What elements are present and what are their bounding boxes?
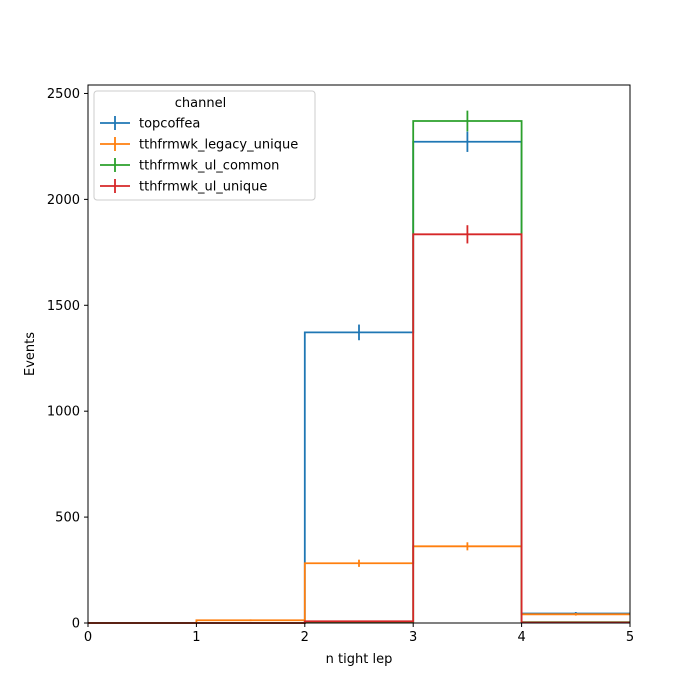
y-tick-label: 2500	[47, 87, 80, 102]
x-tick-label: 3	[409, 630, 417, 645]
y-axis-label: Events	[23, 332, 38, 376]
legend-handle-tthfrmwk_ul_common	[100, 158, 130, 172]
legend-entry-label: tthfrmwk_legacy_unique	[139, 138, 298, 153]
x-tick-label: 5	[626, 630, 634, 645]
legend-handle-tthfrmwk_ul_unique	[100, 179, 130, 193]
legend: channel topcoffea tthfrmwk_legacy_uniquett…	[93, 90, 316, 201]
legend-box	[93, 90, 316, 201]
x-tick-label: 2	[301, 630, 309, 645]
axes-frame	[87, 84, 631, 624]
legend-entry-label: tthfrmwk_ul_unique	[139, 180, 267, 195]
x-tick-label: 1	[192, 630, 200, 645]
y-tick-label: 1000	[47, 405, 80, 420]
axes: 0 1 2 3 4 5 0 500 1000 1500 2000 2500	[47, 84, 634, 645]
legend-handle-topcoffea	[100, 116, 130, 130]
y-tick-label: 0	[72, 617, 80, 632]
y-tick-label: 2000	[47, 193, 80, 208]
y-tick-label: 500	[55, 511, 80, 526]
x-tick-label: 4	[517, 630, 525, 645]
y-tick-label: 1500	[47, 299, 80, 314]
legend-handle-tthfrmwk_legacy_unique	[100, 137, 130, 151]
legend-title: channel	[175, 96, 226, 111]
x-axis-label: n tight lep	[326, 652, 393, 667]
x-tick-label: 0	[84, 630, 92, 645]
legend-entry-label: topcoffea	[139, 117, 200, 132]
legend-entry-label: tthfrmwk_ul_common	[139, 159, 279, 174]
